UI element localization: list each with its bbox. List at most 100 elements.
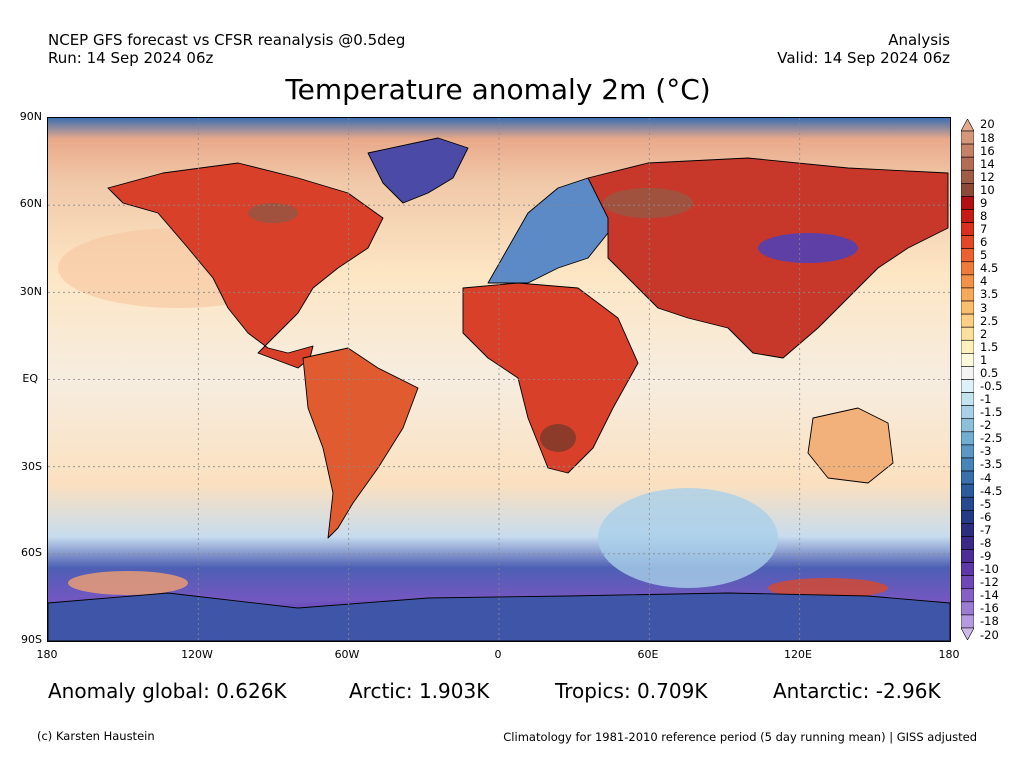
- colorbar: [961, 119, 974, 640]
- run-time-label: Run: 14 Sep 2024 06z: [48, 49, 214, 67]
- colorbar-swatch: [961, 183, 974, 197]
- colorbar-swatch: [961, 119, 974, 132]
- colorbar-label: -20: [980, 627, 999, 642]
- colorbar-swatch: [961, 588, 974, 603]
- lat-label-eq: EQ: [22, 372, 38, 385]
- colorbar-swatch: [961, 130, 974, 145]
- model-source-label: NCEP GFS forecast vs CFSR reanalysis @0.…: [48, 31, 406, 49]
- lon-label-60w: 60W: [334, 648, 360, 661]
- colorbar-swatch: [961, 470, 974, 485]
- colorbar-swatch: [961, 156, 974, 171]
- colorbar-swatch: [961, 366, 974, 380]
- colorbar-label: 18: [980, 130, 995, 145]
- analysis-label: Analysis: [888, 31, 950, 49]
- colorbar-swatch: [961, 287, 974, 302]
- colorbar-swatch: [961, 261, 974, 276]
- colorbar-label: 2.5: [980, 313, 999, 328]
- colorbar-label: 1: [980, 352, 988, 367]
- colorbar-label: -1: [980, 392, 992, 407]
- colorbar-swatch: [961, 627, 974, 640]
- colorbar-swatch: [961, 483, 974, 498]
- colorbar-label: 7: [980, 222, 988, 237]
- antarctica-landmass: [48, 592, 950, 641]
- copyright-credit: (c) Karsten Haustein: [37, 729, 155, 743]
- graticule: [48, 118, 950, 641]
- colorbar-label: 6: [980, 235, 988, 250]
- lon-label-60e: 60E: [637, 648, 659, 661]
- lat-label-60s: 60S: [21, 546, 42, 559]
- colorbar-swatch: [961, 196, 974, 210]
- lon-label-120w: 120W: [181, 648, 213, 661]
- continent-outlines: [48, 137, 950, 641]
- colorbar-swatch: [961, 353, 974, 367]
- lon-label-120e: 120E: [784, 648, 812, 661]
- colorbar-swatch: [961, 614, 974, 629]
- colorbar-swatch: [961, 143, 974, 158]
- colorbar-label: 0.5: [980, 365, 999, 380]
- colorbar-label: 2: [980, 326, 988, 341]
- climatology-note: Climatology for 1981-2010 reference peri…: [503, 730, 977, 744]
- africa-landmass: [462, 282, 639, 474]
- colorbar-label: -10: [980, 562, 999, 577]
- colorbar-swatch: [961, 235, 974, 250]
- colorbar-label: 20: [980, 117, 995, 132]
- colorbar-swatch: [961, 496, 974, 511]
- colorbar-label: -3.5: [980, 457, 1003, 472]
- colorbar-label: 5: [980, 248, 988, 263]
- lat-label-90s: 90S: [21, 633, 42, 646]
- canada-heat-patch: [248, 203, 298, 223]
- colorbar-swatch: [961, 405, 974, 420]
- colorbar-swatch: [961, 379, 974, 393]
- colorbar-swatch: [961, 418, 974, 433]
- colorbar-swatch: [961, 209, 974, 223]
- colorbar-swatch: [961, 300, 974, 315]
- colorbar-label: -6: [980, 509, 992, 524]
- colorbar-swatch: [961, 392, 974, 406]
- colorbar-label: 3: [980, 300, 988, 315]
- colorbar-swatch: [961, 222, 974, 236]
- colorbar-swatch: [961, 562, 974, 576]
- tropics-anomaly-label: Tropics: 0.709K: [555, 679, 708, 703]
- colorbar-label: 1.5: [980, 339, 999, 354]
- colorbar-label: -2.5: [980, 431, 1003, 446]
- colorbar-swatch: [961, 549, 974, 563]
- colorbar-label: 4: [980, 274, 988, 289]
- colorbar-label: -0.5: [980, 379, 1003, 393]
- lat-label-90n: 90N: [19, 110, 42, 123]
- greenland-landmass: [367, 137, 469, 204]
- lat-label-30n: 30N: [19, 285, 42, 298]
- colorbar-swatch: [961, 457, 974, 472]
- southern-africa-heat-patch: [540, 424, 576, 452]
- lon-label-180e: 180: [938, 648, 960, 661]
- colorbar-label: -18: [980, 614, 999, 629]
- anomaly-global-label: Anomaly global: 0.626K: [48, 679, 287, 703]
- colorbar-swatch: [961, 601, 974, 616]
- australia-landmass: [807, 407, 894, 484]
- arctic-anomaly-label: Arctic: 1.903K: [349, 679, 490, 703]
- temperature-anomaly-map: [47, 117, 951, 642]
- colorbar-swatch: [961, 523, 974, 537]
- south-america-landmass: [302, 347, 419, 539]
- colorbar-swatch: [961, 169, 974, 184]
- colorbar-label: -9: [980, 549, 992, 564]
- colorbar-swatch: [961, 248, 974, 263]
- lon-label-0: 0: [494, 648, 502, 661]
- colorbar-label: -12: [980, 575, 999, 590]
- colorbar-label: 14: [980, 156, 995, 171]
- colorbar-label: -16: [980, 601, 999, 616]
- colorbar-label: 10: [980, 182, 995, 197]
- north-america-landmass: [107, 162, 384, 369]
- lat-label-30s: 30S: [21, 460, 42, 473]
- colorbar-label: 3.5: [980, 287, 999, 302]
- colorbar-label: -14: [980, 588, 999, 603]
- colorbar-swatch: [961, 509, 974, 524]
- colorbar-label: 9: [980, 195, 988, 210]
- colorbar-swatch: [961, 431, 974, 446]
- colorbar-label: -4: [980, 470, 992, 485]
- colorbar-swatch: [961, 575, 974, 590]
- lat-label-60n: 60N: [19, 197, 42, 210]
- colorbar-swatch: [961, 536, 974, 550]
- colorbar-label: -3: [980, 444, 992, 459]
- page-title: Temperature anomaly 2m (°C): [285, 73, 711, 106]
- lon-label-180w: 180: [36, 648, 58, 661]
